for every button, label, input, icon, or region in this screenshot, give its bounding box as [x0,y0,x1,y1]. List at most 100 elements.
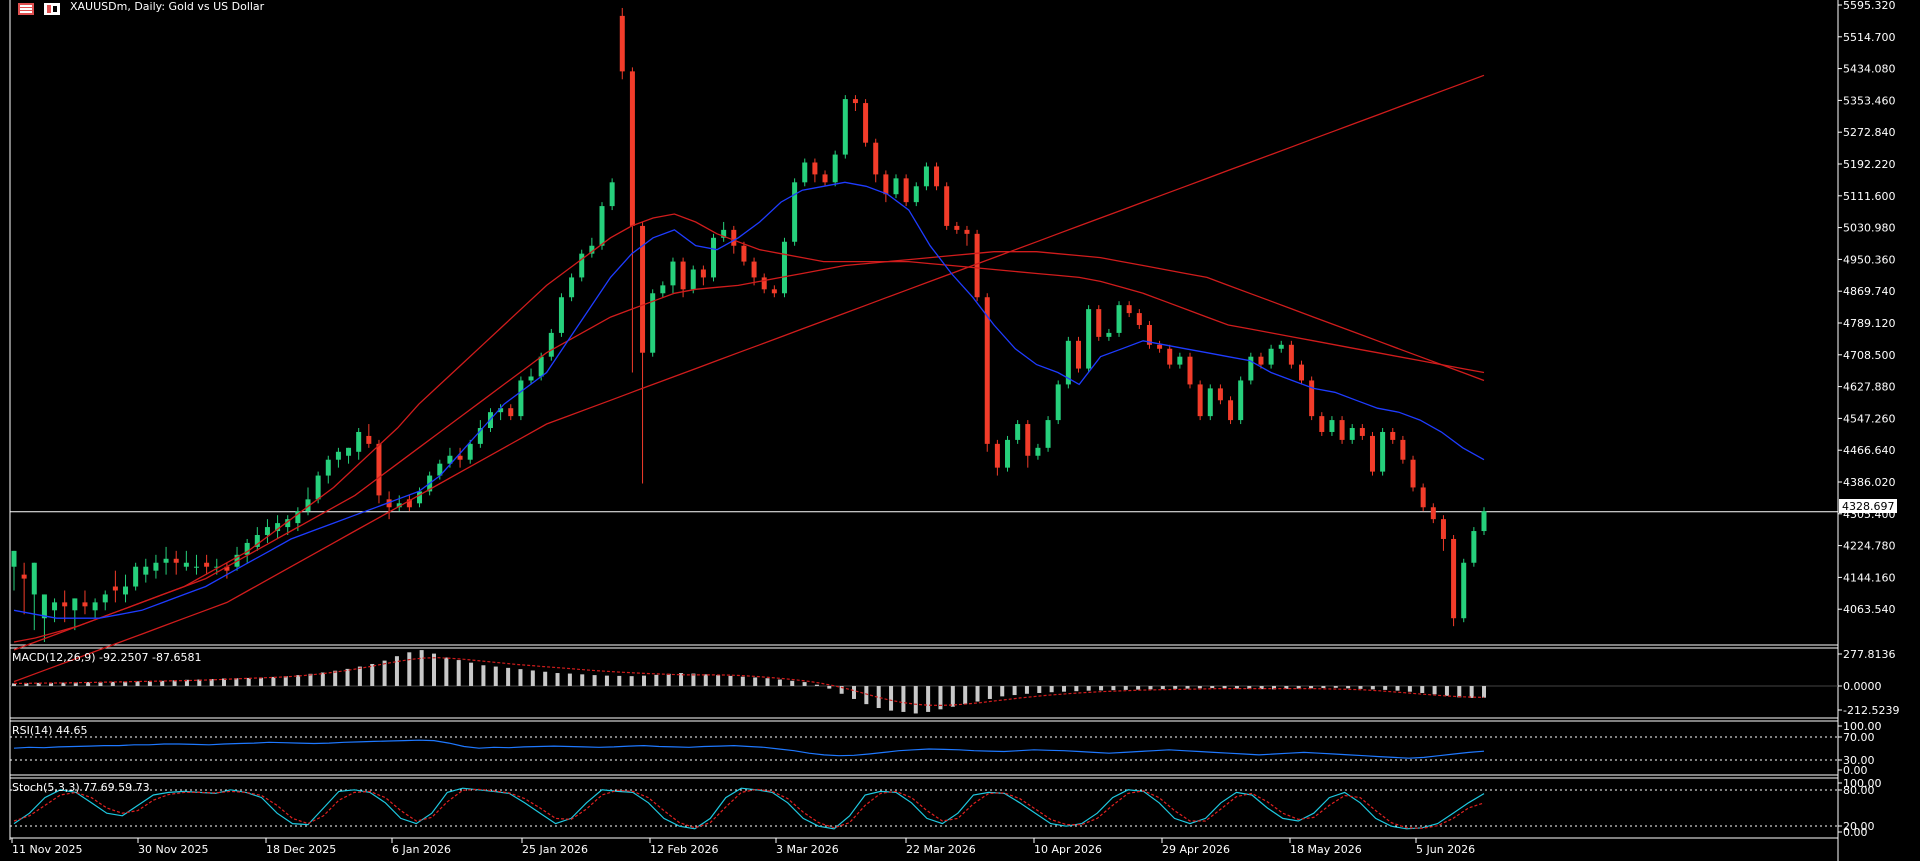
macd-tick-label: 277.8136 [1843,648,1896,661]
candle-body [660,285,666,294]
candle-body [680,261,686,290]
candle-body [72,598,78,611]
candle-body [1157,344,1163,349]
moving-averages-group [13,74,1485,683]
candle-body [650,293,656,353]
macd-bar [1309,686,1314,689]
candle-body [1420,487,1426,508]
candle-body [417,491,423,504]
macd-bar [1111,686,1116,691]
candle-body [1086,309,1092,369]
price-tick-label: 5272.840 [1843,126,1896,139]
candle-body [1187,356,1193,385]
candle-body [21,574,27,579]
macd-bar [1296,686,1301,689]
macd-bar [98,682,103,686]
candle-body [447,455,453,464]
macd-bar [160,680,165,686]
price-axis-ticks: 5595.320 5514.700 5434.080 5353.460 5272.840… [1838,0,1896,616]
candle-body [204,562,210,567]
macd-signal-line [13,657,1485,707]
price-tick-label: 4466.640 [1843,444,1896,457]
candle-body [1339,420,1345,440]
candle-body [457,455,463,460]
macd-bar [1123,686,1128,690]
macd-bar [1432,686,1437,695]
macd-bar [592,675,597,686]
macd-bar [1346,686,1351,689]
macd-bar [1284,686,1289,689]
macd-bar [1210,686,1215,689]
candle-body [913,186,919,203]
date-tick-label: 18 May 2026 [1290,843,1362,856]
candle-body [275,523,281,532]
candle-body [295,511,301,524]
candle-body [873,142,879,175]
macd-bar [1197,686,1202,689]
candle-body [285,519,291,528]
candle-body [1075,340,1081,369]
ma-fast-line [13,181,1485,619]
candle-body [1055,384,1061,421]
candle-body [214,566,220,568]
candle-body [224,566,230,571]
candle-body [406,499,412,508]
candle-body [1136,313,1142,325]
candle-body [1258,356,1264,365]
candle-body [923,166,929,187]
macd-bar [926,686,931,712]
current-price-box [1839,499,1897,513]
candle-body [1481,511,1487,532]
macd-bar [12,683,16,686]
candle-body [1349,428,1355,440]
date-axis-labels: 11 Nov 2025 30 Nov 2025 18 Dec 2025 6 Jan 2… [11,838,1475,856]
macd-bar [1395,686,1400,691]
candle-body [1126,305,1132,314]
chart-menu-icon[interactable] [18,0,34,15]
candle-body [477,428,483,444]
price-tick-label: 4224.780 [1843,540,1896,553]
macd-bar [172,680,177,686]
date-tick-label: 11 Nov 2025 [12,843,82,856]
candle-body [569,277,575,298]
candle-body [974,233,980,298]
candle-body [1106,332,1112,337]
candle-body [1096,309,1102,337]
price-tick-label: 4063.540 [1843,603,1896,616]
candle-body [629,71,635,226]
macd-bar [543,671,548,686]
macd-bar [147,681,152,686]
candle-body [356,431,362,452]
macd-bar [1407,686,1412,692]
macd-bar [1469,686,1474,698]
candle-body [396,503,402,508]
candle-body [1299,364,1305,381]
stoch-lines-group [13,787,1485,830]
macd-bar [753,677,758,686]
candle-body [893,178,899,195]
date-tick-label: 25 Jan 2026 [522,843,588,856]
candle-body [1380,431,1386,472]
macd-bar [987,686,992,699]
candle-type-icon[interactable] [44,0,60,15]
macd-bar [530,670,535,686]
macd-bar [61,682,66,686]
candle-body [1015,424,1021,440]
macd-bar [654,674,659,686]
macd-bar [629,676,634,686]
stoch-tick-label: 80.00 [1843,784,1875,797]
candle-body [711,237,717,278]
candle-body [467,443,473,460]
candle-body [690,269,696,290]
stoch-tick-label: 0.00 [1843,826,1868,839]
date-tick-label: 18 Dec 2025 [266,843,336,856]
macd-bar [283,676,288,686]
candle-body [1278,344,1284,349]
price-tick-label: 5595.320 [1843,0,1896,12]
candle-body [92,602,98,611]
stoch-signal-line [13,788,1485,829]
candle-body [1177,356,1183,365]
macd-bar [740,676,745,686]
ma-slow2-line [13,251,1485,643]
